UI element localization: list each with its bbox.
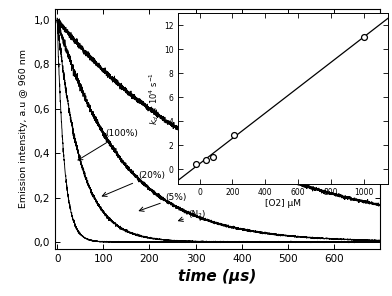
Text: (N₂): (N₂)	[178, 210, 206, 221]
X-axis label: time (μs): time (μs)	[178, 269, 257, 284]
Y-axis label: $k_d$ × 10$^4$ s$^{-1}$: $k_d$ × 10$^4$ s$^{-1}$	[147, 72, 161, 125]
Text: (20%): (20%)	[102, 171, 165, 197]
Y-axis label: Emission intensity, a.u @ 960 nm: Emission intensity, a.u @ 960 nm	[19, 49, 28, 208]
Point	[360, 35, 367, 40]
Point	[193, 161, 200, 166]
Point	[203, 158, 209, 163]
Text: (100%): (100%)	[78, 129, 138, 160]
Point	[231, 133, 237, 137]
X-axis label: [O2] μM: [O2] μM	[265, 199, 301, 208]
Text: (5%): (5%)	[139, 193, 187, 211]
Point	[210, 154, 216, 159]
